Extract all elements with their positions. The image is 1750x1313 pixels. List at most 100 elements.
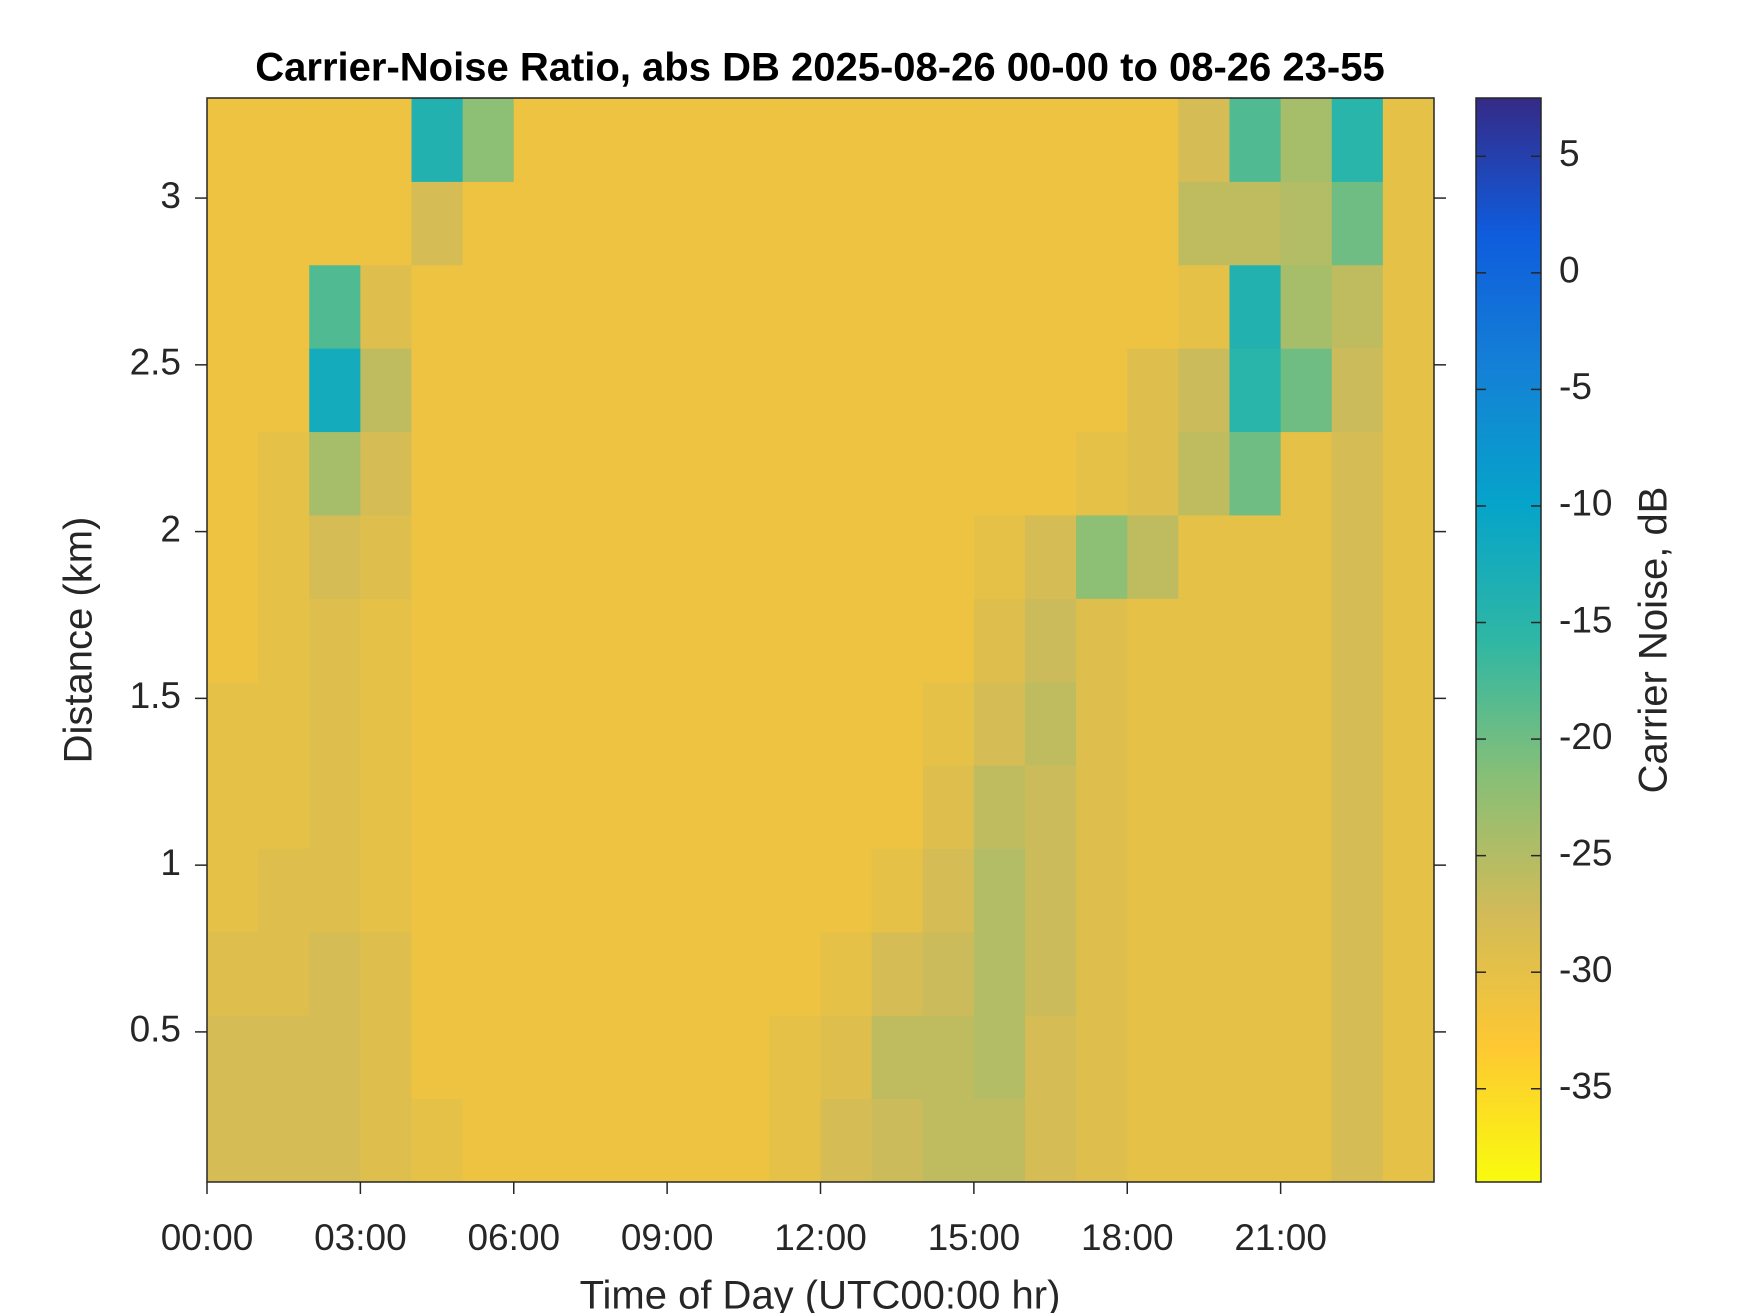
- heatmap-cell: [820, 765, 873, 849]
- x-tick-label: 21:00: [1234, 1217, 1327, 1258]
- heatmap-cell: [411, 264, 464, 349]
- heatmap-cell: [1331, 348, 1384, 433]
- heatmap-cell: [769, 181, 821, 266]
- heatmap-cell: [1076, 931, 1128, 1016]
- heatmap-cell: [1076, 765, 1128, 849]
- heatmap-cell: [1127, 98, 1179, 182]
- heatmap-cell: [564, 848, 617, 933]
- y-tick-label: 3: [160, 175, 181, 216]
- heatmap-cell: [616, 181, 668, 266]
- heatmap-cell: [1076, 514, 1128, 599]
- heatmap: [207, 98, 1435, 1183]
- heatmap-cell: [1025, 598, 1077, 683]
- heatmap-cell: [513, 1015, 566, 1100]
- heatmap-cell: [258, 765, 310, 849]
- heatmap-cell: [973, 1098, 1026, 1183]
- y-tick-label: 0.5: [130, 1009, 181, 1050]
- heatmap-cell: [1382, 348, 1435, 433]
- heatmap-cell: [667, 931, 719, 1016]
- heatmap-cell: [1076, 98, 1128, 182]
- heatmap-cell: [820, 848, 873, 933]
- heatmap-cell: [564, 431, 617, 516]
- heatmap-cell: [922, 848, 975, 933]
- heatmap-cell: [513, 431, 566, 516]
- heatmap-cell: [1229, 348, 1282, 433]
- heatmap-cell: [973, 264, 1026, 349]
- heatmap-cell: [871, 598, 924, 683]
- x-tick-label: 06:00: [467, 1217, 560, 1258]
- heatmap-cell: [564, 931, 617, 1016]
- heatmap-cell: [207, 765, 259, 849]
- heatmap-cell: [820, 1098, 873, 1183]
- heatmap-cell: [769, 264, 821, 349]
- heatmap-cell: [309, 765, 361, 849]
- heatmap-cell: [1229, 98, 1282, 182]
- colorbar-tick-label: -25: [1559, 832, 1612, 873]
- heatmap-cell: [564, 98, 617, 182]
- heatmap-cell: [360, 681, 412, 766]
- heatmap-cell: [411, 765, 464, 849]
- heatmap-cell: [820, 681, 873, 766]
- heatmap-cell: [207, 848, 259, 933]
- heatmap-cell: [564, 598, 617, 683]
- heatmap-cell: [462, 181, 515, 266]
- heatmap-cell: [411, 181, 464, 266]
- heatmap-cell: [1025, 431, 1077, 516]
- heatmap-cell: [769, 765, 821, 849]
- colorbar: [1475, 97, 1542, 1183]
- heatmap-cell: [1280, 848, 1333, 933]
- heatmap-cell: [207, 98, 259, 182]
- heatmap-cell: [1382, 98, 1435, 182]
- heatmap-cell: [616, 348, 668, 433]
- colorbar-label: Carrier Noise, dB: [1632, 487, 1676, 794]
- heatmap-cell: [769, 348, 821, 433]
- heatmap-cell: [616, 431, 668, 516]
- heatmap-cell: [1178, 765, 1230, 849]
- heatmap-cell: [1127, 765, 1179, 849]
- heatmap-cell: [1331, 431, 1384, 516]
- heatmap-cell: [922, 765, 975, 849]
- heatmap-cell: [1331, 931, 1384, 1016]
- heatmap-cell: [309, 514, 361, 599]
- heatmap-cell: [871, 514, 924, 599]
- heatmap-cell: [769, 598, 821, 683]
- heatmap-cell: [207, 181, 259, 266]
- heatmap-cell: [411, 1015, 464, 1100]
- heatmap-cell: [207, 431, 259, 516]
- heatmap-cell: [1025, 348, 1077, 433]
- heatmap-cell: [1127, 848, 1179, 933]
- heatmap-cell: [616, 931, 668, 1016]
- heatmap-cell: [207, 598, 259, 683]
- heatmap-cell: [258, 681, 310, 766]
- heatmap-cell: [258, 848, 310, 933]
- heatmap-cell: [1178, 598, 1230, 683]
- colorbar-tick-label: -15: [1559, 599, 1612, 640]
- heatmap-cell: [973, 431, 1026, 516]
- heatmap-cell: [1280, 931, 1333, 1016]
- heatmap-cell: [258, 348, 310, 433]
- heatmap-cell: [1331, 98, 1384, 182]
- heatmap-cell: [1331, 514, 1384, 599]
- heatmap-cell: [769, 681, 821, 766]
- heatmap-cell: [1280, 681, 1333, 766]
- heatmap-cell: [1076, 181, 1128, 266]
- heatmap-cell: [769, 514, 821, 599]
- heatmap-cell: [871, 264, 924, 349]
- heatmap-cell: [1331, 1015, 1384, 1100]
- heatmap-cell: [1229, 765, 1282, 849]
- heatmap-cell: [1076, 1015, 1128, 1100]
- heatmap-cell: [871, 98, 924, 182]
- heatmap-cell: [1178, 1015, 1230, 1100]
- heatmap-cell: [667, 98, 719, 182]
- heatmap-cell: [718, 1098, 770, 1183]
- heatmap-cell: [1025, 181, 1077, 266]
- heatmap-cell: [667, 431, 719, 516]
- heatmap-cell: [258, 431, 310, 516]
- heatmap-cell: [973, 931, 1026, 1016]
- heatmap-cell: [1382, 1015, 1435, 1100]
- heatmap-cell: [1025, 514, 1077, 599]
- heatmap-cell: [462, 681, 515, 766]
- heatmap-cell: [1025, 681, 1077, 766]
- heatmap-cell: [616, 1015, 668, 1100]
- heatmap-cell: [922, 514, 975, 599]
